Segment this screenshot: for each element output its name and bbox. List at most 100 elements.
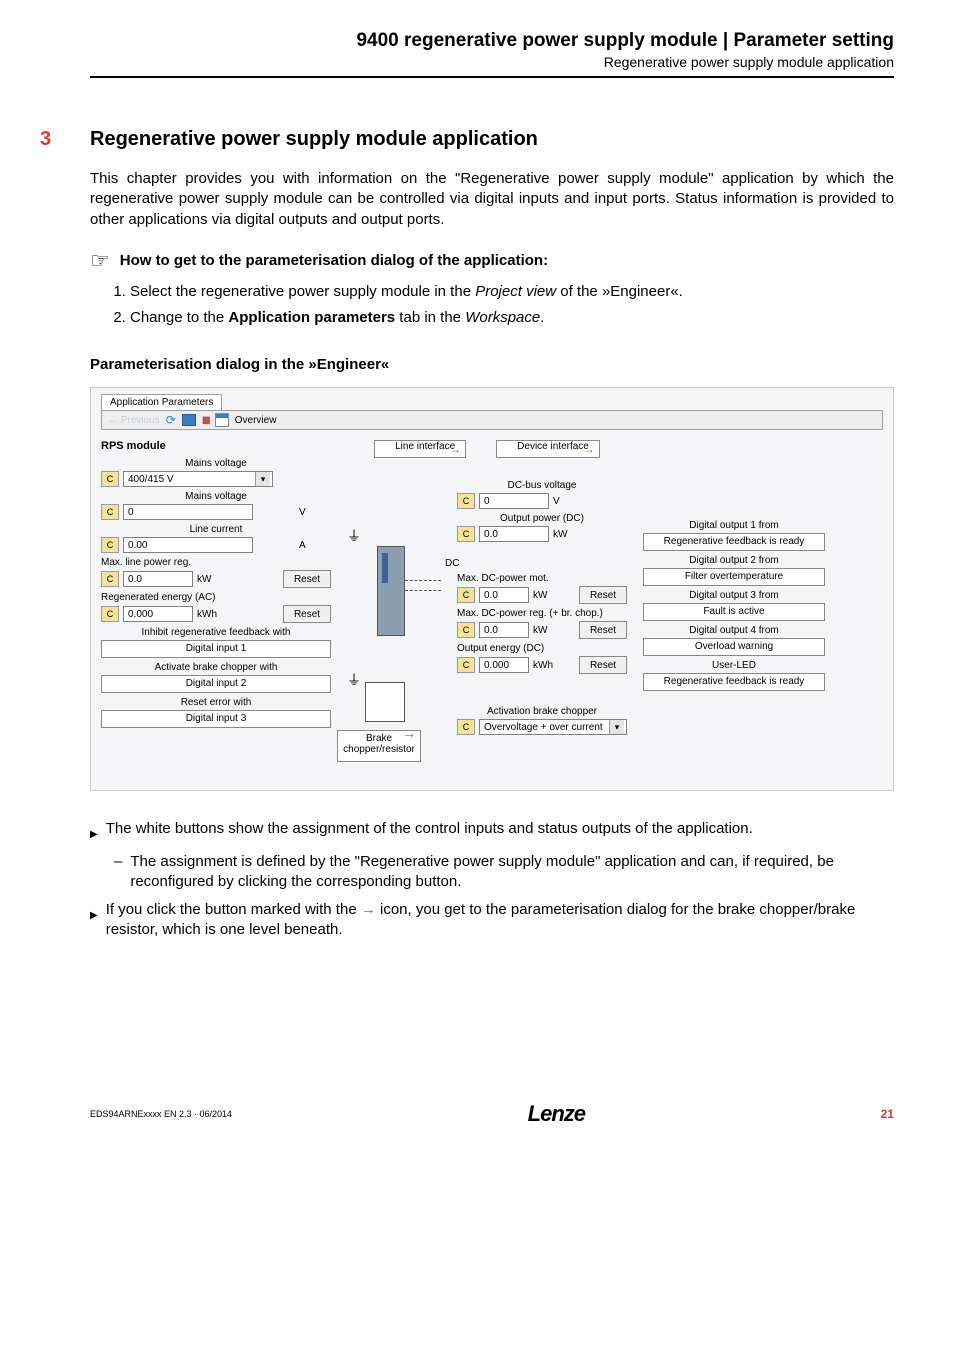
brake-button-area: → Brake chopper/resistor (337, 730, 421, 762)
note-1-sub-text: The assignment is defined by the "Regene… (130, 852, 894, 893)
c-button[interactable]: C (457, 622, 475, 638)
page-footer: EDS94ARNExxxx EN 2.3 · 06/2014 Lenze 21 (90, 1101, 894, 1127)
activate-brake-label: Activate brake chopper with (101, 662, 331, 673)
activation-brake-select[interactable]: Overvoltage + over current (479, 719, 627, 735)
hand-icon: ☞ (90, 250, 110, 272)
reset-button[interactable]: Reset (283, 570, 331, 588)
max-dc-mot-label: Max. DC-power mot. (457, 573, 627, 584)
do4-assignment-button[interactable]: Overload warning (643, 638, 825, 656)
dcbus-label: DC-bus voltage (457, 480, 627, 491)
regen-energy-value[interactable]: 0.000 (123, 606, 193, 622)
page-subtitle: Regenerative power supply module applica… (90, 54, 894, 70)
mains-voltage-label: Mains voltage (101, 458, 331, 469)
line-interface-button[interactable]: Line interface → (374, 440, 466, 458)
max-dc-reg-value[interactable]: 0.0 (479, 622, 529, 638)
toolbar-bars-icon[interactable]: ▮▮ (202, 415, 209, 426)
brake-chopper-button[interactable]: → Brake chopper/resistor (337, 730, 421, 762)
regen-energy-label: Regenerated energy (AC) (101, 592, 331, 603)
output-energy-value[interactable]: 0.000 (479, 657, 529, 673)
userled-assignment-button[interactable]: Regenerative feedback is ready (643, 673, 825, 691)
left-column: RPS module Mains voltage C 400/415 V Mai… (101, 440, 331, 766)
mains-voltage2-value[interactable]: 0 (123, 504, 253, 520)
dash-bullet: – (114, 852, 122, 893)
c-button[interactable]: C (101, 606, 119, 622)
device-interface-label: Device interface (517, 441, 589, 452)
right-column: Digital output 1 from Regenerative feedb… (643, 440, 825, 766)
c-button[interactable]: C (457, 493, 475, 509)
c-button[interactable]: C (101, 471, 119, 487)
reset-button[interactable]: Reset (579, 656, 627, 674)
refresh-icon[interactable]: ⟳ (166, 413, 176, 427)
dc-label: DC (445, 558, 627, 569)
c-button[interactable]: C (101, 504, 119, 520)
max-line-power-unit: kW (197, 574, 229, 585)
tab-application-parameters[interactable]: Application Parameters (101, 394, 222, 410)
max-line-power-label: Max. line power reg. (101, 557, 331, 568)
mains-voltage2-label: Mains voltage (101, 491, 331, 502)
line-current-value[interactable]: 0.00 (123, 537, 253, 553)
rps-module-title: RPS module (101, 440, 331, 452)
mains-voltage-select[interactable]: 400/415 V (123, 471, 273, 487)
reset-error-label: Reset error with (101, 697, 331, 708)
dc-line (405, 590, 441, 591)
activate-brake-assignment-button[interactable]: Digital input 2 (101, 675, 331, 693)
note-1-text: The white buttons show the assignment of… (106, 819, 753, 839)
page-title: 9400 regenerative power supply module | … (90, 30, 894, 52)
do2-assignment-button[interactable]: Filter overtemperature (643, 568, 825, 586)
output-energy-unit: kWh (533, 660, 565, 671)
line-current-label: Line current (101, 524, 331, 535)
c-button[interactable]: C (457, 526, 475, 542)
c-button[interactable]: C (101, 571, 119, 587)
reset-button[interactable]: Reset (579, 586, 627, 604)
max-line-power-value[interactable]: 0.0 (123, 571, 193, 587)
inhibit-label: Inhibit regenerative feedback with (101, 627, 331, 638)
reset-error-assignment-button[interactable]: Digital input 3 (101, 710, 331, 728)
footer-page-number: 21 (881, 1107, 894, 1121)
do3-assignment-button[interactable]: Fault is active (643, 603, 825, 621)
brake-box-icon (365, 682, 405, 722)
note-2-text: If you click the button marked with the … (106, 900, 894, 941)
max-dc-mot-value[interactable]: 0.0 (479, 587, 529, 603)
c-button[interactable]: C (457, 657, 475, 673)
arrow-right-icon: → (583, 442, 595, 456)
c-button[interactable]: C (457, 587, 475, 603)
dcbus-unit: V (553, 496, 585, 507)
max-dc-mot-unit: kW (533, 590, 565, 601)
output-power-label: Output power (DC) (457, 513, 627, 524)
engineer-dialog: Application Parameters ← Previous ⟳ ▮▮ O… (90, 387, 894, 791)
middle-column: Line interface → Device interface → ⏚ ⏚ (347, 440, 627, 766)
steps-list: Select the regenerative power supply mod… (90, 282, 894, 329)
step-2-post: . (540, 309, 544, 326)
reset-button[interactable]: Reset (283, 605, 331, 623)
device-interface-button[interactable]: Device interface → (496, 440, 600, 458)
do1-assignment-button[interactable]: Regenerative feedback is ready (643, 533, 825, 551)
triangle-bullet-icon (90, 904, 98, 924)
userled-label: User-LED (643, 660, 825, 671)
line-interface-label: Line interface (395, 441, 455, 452)
note-1-sub: – The assignment is defined by the "Rege… (114, 852, 894, 893)
reset-button[interactable]: Reset (579, 621, 627, 639)
note-2-pre: If you click the button marked with the (106, 901, 361, 918)
schematic: ⏚ ⏚ (347, 506, 447, 766)
dialog-heading: Parameterisation dialog in the »Engineer… (90, 356, 894, 373)
overview-label: Overview (235, 415, 277, 426)
dcbus-value[interactable]: 0 (479, 493, 549, 509)
footer-doc-id: EDS94ARNExxxx EN 2.3 · 06/2014 (90, 1109, 232, 1119)
step-1: Select the regenerative power supply mod… (130, 282, 894, 302)
section-title: Regenerative power supply module applica… (90, 128, 538, 151)
coil-icon: ⏚ (347, 526, 361, 546)
c-button[interactable]: C (457, 719, 475, 735)
step-2-bold: Application parameters (228, 309, 395, 326)
step-1-pre: Select the regenerative power supply mod… (130, 283, 475, 300)
section-heading-row: 3 Regenerative power supply module appli… (90, 128, 894, 151)
toolbar-box-icon[interactable] (182, 414, 196, 426)
toolbar-calendar-icon[interactable] (215, 413, 229, 427)
c-button[interactable]: C (101, 537, 119, 553)
line-current-unit: A (299, 540, 331, 551)
previous-button[interactable]: ← Previous (108, 415, 160, 426)
output-power-value[interactable]: 0.0 (479, 526, 549, 542)
coil-icon: ⏚ (347, 670, 361, 690)
dialog-toolbar: ← Previous ⟳ ▮▮ Overview (101, 410, 883, 430)
do4-label: Digital output 4 from (643, 625, 825, 636)
inhibit-assignment-button[interactable]: Digital input 1 (101, 640, 331, 658)
